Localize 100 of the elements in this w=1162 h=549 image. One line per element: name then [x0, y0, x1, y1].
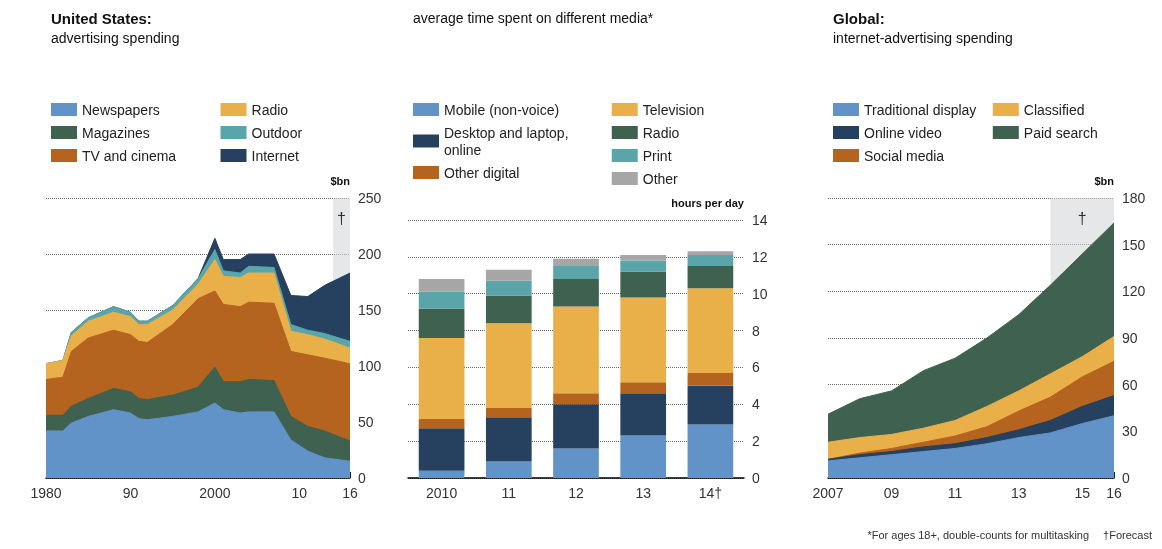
bar [485, 407, 532, 418]
x-tick-label: 2000 [199, 485, 231, 501]
legend-label: Outdoor [251, 124, 303, 141]
x-tick-label: 14† [698, 485, 723, 501]
x-tick-label: 15 [1074, 485, 1091, 501]
bar [485, 417, 532, 462]
y-tick-label: 4 [752, 396, 760, 413]
y-tick-label: 150 [358, 302, 382, 318]
x-tick-label: 16 [342, 485, 358, 501]
legend-label: Print [642, 147, 672, 164]
x-tick-label: 2010 [426, 485, 458, 501]
y-tick-label: 10 [752, 285, 768, 302]
bar [687, 255, 734, 267]
y-tick-label: 50 [358, 414, 374, 430]
x-tick-label: 12 [568, 485, 584, 501]
legend-label: Radio [251, 101, 289, 118]
legend-label: Traditional display [864, 101, 977, 118]
band-label: † [337, 209, 347, 227]
chart-title: Global: [833, 10, 885, 27]
bar [485, 461, 532, 478]
y-axis-title: hours per day [671, 196, 745, 209]
legend-label: Magazines [82, 124, 150, 141]
bar [553, 306, 599, 394]
y-tick-label: 120 [1122, 283, 1146, 300]
legend-label: Desktop and laptop, online [444, 124, 573, 158]
chart-subtitle: internet-advertising spending [833, 30, 1013, 46]
band-label: † [1077, 209, 1087, 227]
bar [620, 260, 667, 272]
x-tick-label: 2007 [812, 485, 844, 501]
y-tick-label: 180 [1122, 190, 1146, 206]
legend-label: Classified [1023, 101, 1085, 118]
x-tick-label: 1980 [30, 485, 62, 501]
bar [620, 271, 667, 298]
bar [418, 337, 465, 420]
legend-label: TV and cinema [82, 147, 177, 164]
x-tick-label: 90 [122, 485, 139, 501]
y-tick-label: 0 [1122, 470, 1130, 486]
bar [553, 448, 599, 478]
legend-label: Paid search [1023, 124, 1098, 141]
x-tick-label: 11 [501, 485, 517, 501]
bar [553, 393, 599, 405]
y-tick-label: 6 [752, 359, 760, 376]
bar [418, 291, 465, 309]
x-tick-label: 10 [291, 485, 308, 501]
y-tick-label: 12 [752, 248, 768, 265]
chart-title: average time spent on different media* [413, 10, 654, 26]
bar [687, 424, 734, 478]
y-tick-label: 14 [752, 212, 768, 228]
bar [687, 266, 734, 289]
x-tick-label: 16 [1106, 485, 1122, 501]
bar [418, 278, 465, 292]
bar [620, 297, 667, 383]
y-tick-label: 90 [1122, 330, 1138, 346]
y-tick-label: 0 [752, 470, 760, 486]
bar [485, 269, 532, 281]
bar [418, 419, 465, 429]
x-tick-label: 13 [635, 485, 652, 501]
bar [620, 382, 667, 394]
bar [553, 266, 599, 279]
legend-label: Social media [864, 147, 945, 164]
legend-label: Newspapers [82, 101, 160, 118]
chart-title: United States: [51, 10, 152, 27]
y-tick-label: 200 [358, 246, 382, 262]
bar [687, 251, 734, 256]
bar [418, 308, 465, 338]
bar [620, 255, 667, 261]
y-tick-label: 2 [752, 433, 760, 450]
y-axis-title: $bn [1094, 174, 1115, 187]
y-tick-label: 30 [1122, 423, 1138, 440]
bar [418, 428, 465, 471]
bar [485, 323, 532, 408]
bar [687, 385, 734, 425]
legend-label: Television [642, 101, 705, 118]
text: †Forecast [1103, 528, 1153, 541]
bar [687, 372, 734, 386]
legend-label: Internet [251, 147, 300, 164]
y-tick-label: 8 [752, 322, 760, 339]
text: *For ages 18+, double-counts for multitasking [867, 528, 1090, 541]
bar [687, 288, 734, 373]
y-tick-label: 250 [358, 190, 382, 206]
bar [553, 258, 599, 267]
bar [620, 393, 667, 436]
x-tick-label: 13 [1010, 485, 1027, 501]
y-tick-label: 100 [358, 358, 382, 374]
bar [485, 280, 532, 296]
y-tick-label: 60 [1122, 376, 1138, 393]
x-tick-label: 11 [947, 485, 963, 501]
bar [553, 278, 599, 307]
legend-label: Other [642, 170, 679, 187]
bar [485, 295, 532, 324]
chart-subtitle: advertising spending [51, 30, 180, 46]
y-tick-label: 150 [1122, 236, 1146, 253]
bar [620, 435, 667, 478]
x-tick-label: 09 [883, 485, 900, 501]
legend-label: Mobile (non-voice) [444, 101, 560, 118]
legend-label: Other digital [444, 164, 520, 181]
legend-label: Online video [864, 124, 943, 141]
y-axis-title: $bn [330, 174, 351, 187]
bar [553, 404, 599, 449]
bar [418, 470, 465, 478]
